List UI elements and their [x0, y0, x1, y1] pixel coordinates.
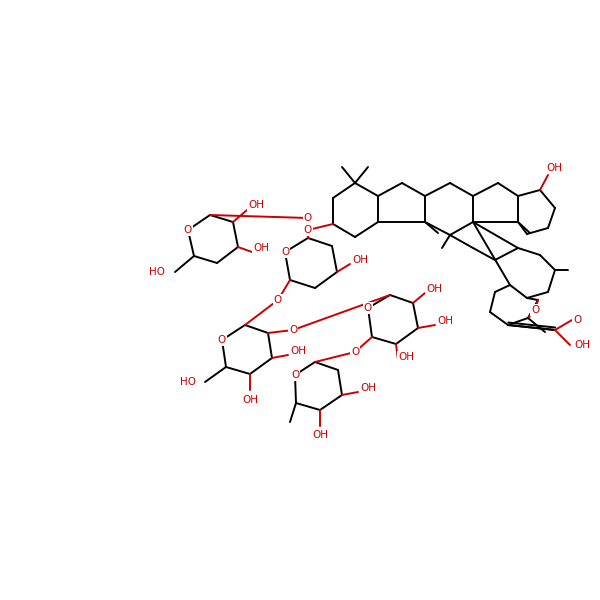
Text: O: O — [304, 213, 312, 223]
Text: OH: OH — [426, 284, 442, 294]
Text: OH: OH — [437, 316, 453, 326]
Text: OH: OH — [242, 395, 258, 405]
Text: O: O — [364, 303, 372, 313]
Text: OH: OH — [253, 243, 269, 253]
Text: O: O — [531, 305, 539, 315]
Text: OH: OH — [574, 340, 590, 350]
Text: O: O — [291, 370, 299, 380]
Text: OH: OH — [248, 200, 264, 210]
Text: O: O — [351, 347, 359, 357]
Text: O: O — [573, 315, 581, 325]
Text: O: O — [304, 225, 312, 235]
Text: O: O — [218, 335, 226, 345]
Text: HO: HO — [180, 377, 196, 387]
Text: OH: OH — [398, 352, 414, 362]
Text: HO: HO — [149, 267, 165, 277]
Text: OH: OH — [312, 430, 328, 440]
Text: OH: OH — [290, 346, 306, 356]
Text: OH: OH — [546, 163, 562, 173]
Text: O: O — [184, 225, 192, 235]
Text: OH: OH — [360, 383, 376, 393]
Text: O: O — [274, 295, 282, 305]
Text: OH: OH — [352, 255, 368, 265]
Text: O: O — [281, 247, 289, 257]
Text: O: O — [289, 325, 297, 335]
